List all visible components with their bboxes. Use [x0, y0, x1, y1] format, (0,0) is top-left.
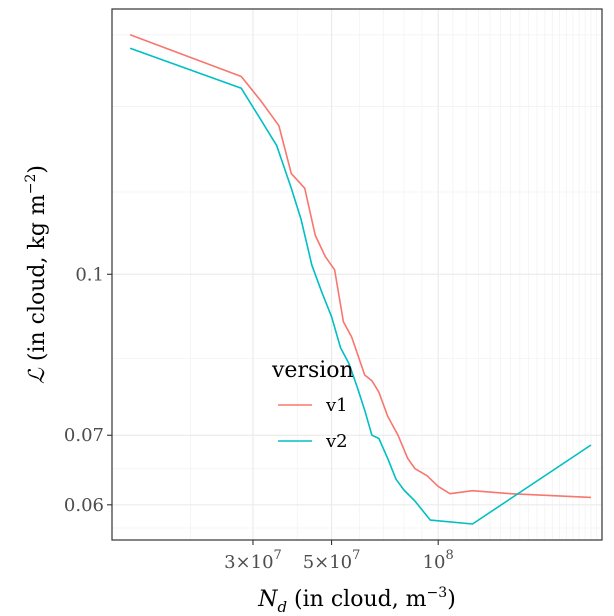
y-tick-label: 0.06 — [64, 495, 104, 516]
y-axis-title: ℒ (in cloud, kg m−2) — [23, 165, 50, 384]
y-tick-label: 0.07 — [64, 425, 104, 446]
series-line-v2 — [129, 47, 592, 525]
series-line-v1 — [129, 34, 592, 499]
x-axis-title: Nd (in cloud, m−3) — [257, 585, 456, 616]
major-gridlines — [112, 9, 602, 540]
x-axis-ticks: 3×107 5×107 108 — [224, 540, 454, 573]
y-axis-ticks: 0.06 0.07 0.1 — [64, 264, 112, 516]
legend: version v1 v2 — [271, 358, 354, 452]
x-tick-label: 108 — [423, 548, 454, 573]
x-tick-label: 3×107 — [224, 548, 282, 573]
y-tick-label: 0.1 — [75, 264, 104, 285]
legend-items: v1 v2 — [278, 395, 348, 452]
series-lines — [129, 34, 592, 525]
x-tick-label: 5×107 — [303, 548, 361, 573]
legend-title: version — [271, 358, 354, 383]
legend-label-v1: v1 — [325, 395, 348, 416]
legend-label-v2: v2 — [325, 431, 348, 452]
